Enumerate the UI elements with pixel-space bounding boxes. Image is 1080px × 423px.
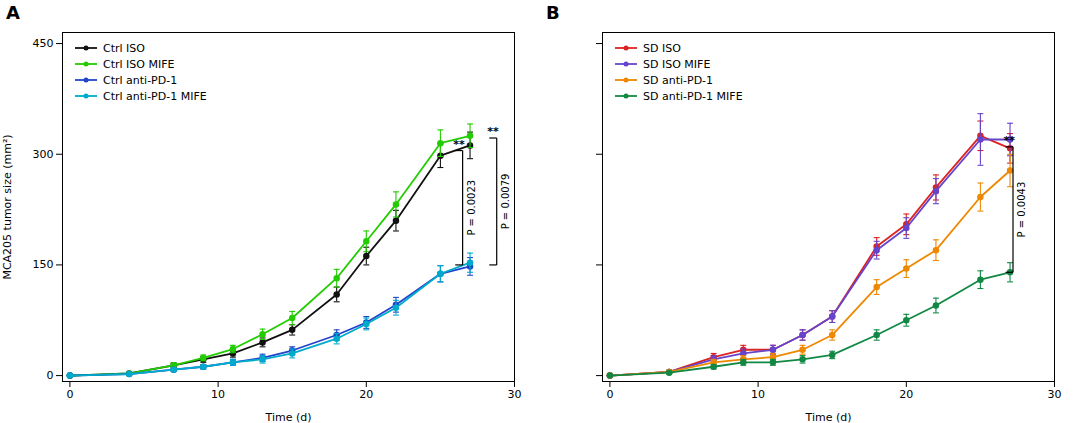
svg-text:Time (d): Time (d)	[805, 411, 852, 423]
svg-text:**: **	[1004, 134, 1016, 147]
svg-text:0: 0	[606, 388, 613, 401]
html-text:Ctrl ISO: Ctrl ISO	[103, 41, 145, 55]
svg-text:**: **	[487, 125, 499, 138]
svg-text:20: 20	[899, 388, 913, 401]
svg-text:10: 10	[211, 388, 225, 401]
svg-text:**: **	[453, 138, 465, 151]
html-text:A: A	[6, 2, 20, 23]
svg-text:0: 0	[66, 388, 73, 401]
html-text:SD ISO: SD ISO	[643, 41, 681, 55]
svg-text:20: 20	[359, 388, 373, 401]
html-text:SD anti-PD-1 MIFE: SD anti-PD-1 MIFE	[643, 89, 743, 103]
svg-text:10: 10	[751, 388, 765, 401]
svg-text:MCA205 tumor size (mm²): MCA205 tumor size (mm²)	[1, 134, 14, 279]
html-text:Ctrl ISO MIFE: Ctrl ISO MIFE	[103, 57, 175, 71]
html-text:SD anti-PD-1: SD anti-PD-1	[643, 73, 714, 87]
svg-text:P = 0.0043: P = 0.0043	[1016, 182, 1027, 238]
html-text:B: B	[546, 2, 560, 23]
svg-text:30: 30	[508, 388, 522, 401]
html-text:Ctrl anti-PD-1 MIFE: Ctrl anti-PD-1 MIFE	[103, 89, 207, 103]
svg-text:450: 450	[33, 37, 54, 50]
svg-text:300: 300	[33, 148, 54, 161]
html-text:Ctrl anti-PD-1: Ctrl anti-PD-1	[103, 73, 178, 87]
svg-text:30: 30	[1048, 388, 1062, 401]
svg-text:P = 0.0079: P = 0.0079	[500, 174, 511, 230]
svg-text:P = 0.0023: P = 0.0023	[466, 180, 477, 236]
html-text:SD ISO MIFE: SD ISO MIFE	[643, 57, 711, 71]
svg-text:0: 0	[47, 369, 54, 382]
svg-text:150: 150	[33, 258, 54, 271]
svg-text:Time (d): Time (d)	[265, 411, 312, 423]
